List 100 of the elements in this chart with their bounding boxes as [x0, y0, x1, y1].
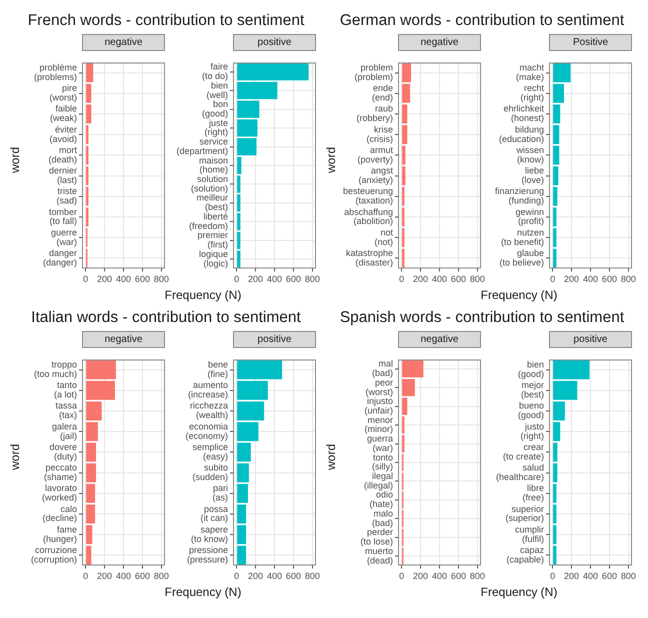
x-axis-title: Frequency (N): [164, 584, 242, 600]
y-tick-label: mal (bad): [372, 358, 393, 378]
x-tick-label: 600: [134, 274, 150, 284]
x-tick-label: 400: [266, 570, 282, 581]
y-tick-label: solution (solution): [190, 174, 228, 194]
chart-subtitle: negative: [82, 331, 165, 348]
bar: [237, 546, 246, 565]
x-tick-label: 0: [83, 274, 88, 284]
y-tick-label: bien (well): [206, 80, 228, 100]
y-tick-label: pari (as): [212, 483, 228, 503]
y-tick-label: gewinn (profit): [515, 206, 544, 226]
y-tick-label: galera (jail): [52, 421, 77, 441]
x-tick-label: 800: [470, 274, 485, 284]
y-tick-label: troppo (too much): [34, 360, 77, 379]
chart-title: Italian words - contribution to sentiment: [30, 308, 302, 328]
y-tick-label: katastrophe (disaster): [346, 248, 393, 268]
y-tick-label: fame (hunger): [42, 524, 77, 544]
chart-title: German words - contribution to sentiment: [338, 11, 626, 31]
y-tick-label: ende (end): [372, 83, 393, 103]
y-tick-label: libre (free): [522, 483, 544, 503]
chart-subtitle: negative: [398, 331, 481, 348]
y-tick-label: bueno (good): [518, 400, 544, 420]
y-tick-label: peccato (shame): [44, 462, 77, 482]
y-tick-label: bene (fine): [207, 360, 228, 379]
y-tick-label: justo (right): [520, 421, 544, 441]
x-tick-label: 200: [97, 274, 112, 284]
y-tick-label: triste (sad): [56, 186, 77, 206]
chart-subtitle: negative: [398, 34, 481, 51]
y-tick-label: problème (problems): [34, 62, 77, 82]
y-tick-label: ehrlichkeit (honest): [503, 104, 544, 124]
y-tick-label: armut (poverty): [357, 144, 394, 164]
y-tick-label: guerre (war): [50, 227, 77, 247]
y-tick-label: abschaffung (abolition): [344, 206, 393, 226]
x-tick-label: 600: [286, 274, 301, 284]
bar: [553, 248, 556, 268]
y-tick-label: menor (minor): [364, 414, 393, 434]
y-tick-label: macht (make): [516, 62, 544, 82]
x-tick-label: 800: [154, 570, 169, 581]
y-tick-label: corruzione (corruption): [30, 545, 77, 564]
y-tick-label: bien (good): [518, 360, 544, 379]
x-tick-label: 600: [602, 274, 617, 284]
x-tick-label: 400: [582, 570, 598, 581]
y-tick-label: tomber (to fall): [48, 206, 77, 226]
y-tick-label: logique (logic): [198, 248, 228, 268]
y-tick-label: not (not): [374, 227, 394, 247]
x-tick-label: 600: [450, 274, 466, 284]
y-tick-label: éviter (avoid): [49, 124, 77, 144]
y-tick-label: juste (right): [204, 118, 228, 138]
x-axis-title: Frequency (N): [164, 287, 242, 303]
y-tick-label: lavorato (worked): [42, 483, 77, 503]
chart-title: French words - contribution to sentiment: [26, 11, 306, 31]
y-axis-title: word: [8, 147, 22, 174]
y-tick-label: guerra (war): [366, 434, 393, 453]
y-tick-label: tanto (a lot): [54, 380, 77, 400]
x-axis-title: Frequency (N): [480, 287, 558, 303]
x-tick-label: 800: [304, 570, 320, 581]
y-tick-label: meilleur (best): [196, 192, 228, 212]
x-tick-label: 200: [248, 274, 264, 284]
y-tick-label: odio (hate): [369, 490, 393, 510]
bar: [553, 546, 556, 565]
y-tick-label: capaz (capable): [506, 545, 544, 564]
y-tick-label: liberté (freedom): [188, 211, 228, 231]
y-tick-label: superior (superior): [505, 504, 544, 524]
y-tick-label: nutzen (to benefit): [500, 227, 544, 247]
y-tick-label: cumplir (fulfil): [514, 524, 544, 544]
x-tick-label: 600: [134, 570, 150, 581]
y-axis-title: word: [8, 444, 22, 470]
x-tick-label: 800: [154, 274, 169, 284]
y-tick-label: mort (death): [48, 144, 78, 164]
x-tick-label: 400: [116, 274, 132, 284]
y-tick-label: raub (robbery): [356, 104, 393, 124]
y-tick-label: malo (bad): [372, 508, 393, 528]
y-tick-label: muerto (dead): [364, 546, 394, 566]
y-tick-label: finanzierung (funding): [494, 186, 544, 206]
x-tick-label: 0: [83, 570, 88, 581]
y-tick-label: tassa (tax): [55, 400, 78, 420]
y-tick-label: crear (to create): [502, 442, 544, 462]
x-tick-label: 0: [550, 274, 556, 284]
y-tick-label: krise (crisis): [366, 124, 393, 144]
x-tick-label: 400: [116, 570, 132, 581]
y-tick-label: injusto (unfair): [364, 396, 393, 416]
y-tick-label: subito (sudden): [192, 462, 228, 482]
x-tick-label: 0: [234, 570, 240, 581]
y-tick-label: premier (first): [197, 230, 228, 250]
x-tick-label: 400: [266, 274, 282, 284]
y-tick-label: aumento (increase): [188, 380, 228, 400]
y-tick-label: maison (home): [198, 155, 228, 175]
y-tick-label: problem (problem): [354, 62, 393, 82]
x-tick-label: 600: [286, 570, 301, 581]
y-tick-label: dernier (last): [48, 166, 77, 186]
x-tick-label: 200: [97, 570, 112, 581]
y-axis-title: word: [324, 147, 338, 174]
y-tick-label: sapere (to know): [190, 524, 228, 544]
y-tick-label: wissen (know): [515, 144, 544, 164]
x-tick-label: 800: [620, 274, 636, 284]
y-tick-label: ricchezza (wealth): [190, 400, 228, 420]
x-tick-label: 400: [582, 274, 598, 284]
y-tick-label: possa (it can): [200, 504, 228, 524]
bar: [553, 360, 590, 380]
y-tick-label: besteuerung (taxation): [342, 186, 393, 206]
